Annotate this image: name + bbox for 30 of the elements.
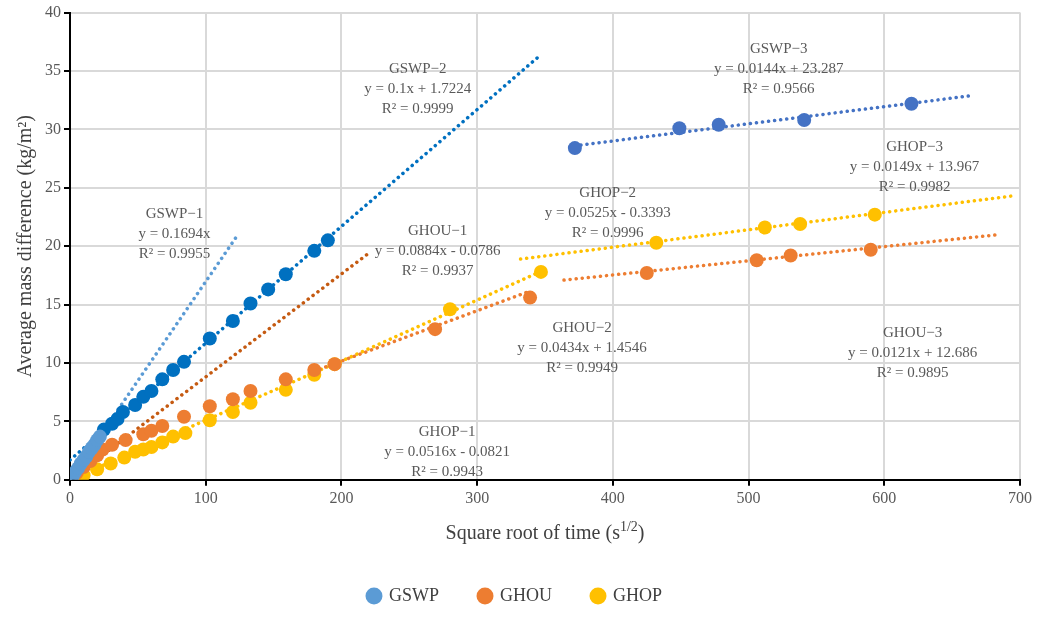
annotation: GSWP−2 y = 0.1x + 1.7224 R² = 0.9999 [364,59,472,116]
annotation: GHOP−1 y = 0.0516x - 0.0821 R² = 0.9943 [384,422,511,479]
x-tick-label: 200 [329,488,354,506]
legend-label: GHOU [500,584,552,605]
y-tick-label: 35 [45,61,61,79]
x-tick-label: 500 [736,488,761,506]
y-tick-label: 5 [53,411,61,429]
x-tick-label: 300 [465,488,490,506]
legend-label: GHOP [613,584,663,605]
x-tick-label: 600 [872,488,897,506]
x-tick-label: 400 [600,488,625,506]
y-axis-title: Average mass difference (kg/m²) [13,115,37,378]
annotation: GHOP−2 y = 0.0525x - 0.3393 R² = 0.9996 [544,184,671,241]
annotation: GHOU−2 y = 0.0434x + 1.4546 R² = 0.9949 [517,318,648,375]
legend-label: GSWP [388,584,440,605]
annotation: GHOU−3 y = 0.0121x + 12.686 R² = 0.9895 [847,323,978,380]
y-tick-label: 20 [45,236,61,254]
y-tick-label: 10 [45,353,61,371]
x-tick-label: 100 [193,488,218,506]
annotation: GHOP−3 y = 0.0149x + 13.967 R² = 0.9982 [849,137,980,194]
y-tick-label: 15 [45,294,61,312]
y-tick-label: 40 [45,2,61,20]
annotation: GSWP−1 y = 0.1694x R² = 0.9955 [138,205,212,262]
y-tick-label: 25 [45,178,61,195]
annotation: GSWP−3 y = 0.0144x + 23.287 R² = 0.9566 [713,39,844,96]
y-tick-label: 0 [53,470,61,487]
y-tick-label: 30 [45,119,61,137]
x-tick-label: 0 [66,488,74,506]
x-tick-label: 700 [1008,488,1032,506]
annotation: GHOU−1 y = 0.0884x - 0.0786 R² = 0.9937 [374,221,502,278]
